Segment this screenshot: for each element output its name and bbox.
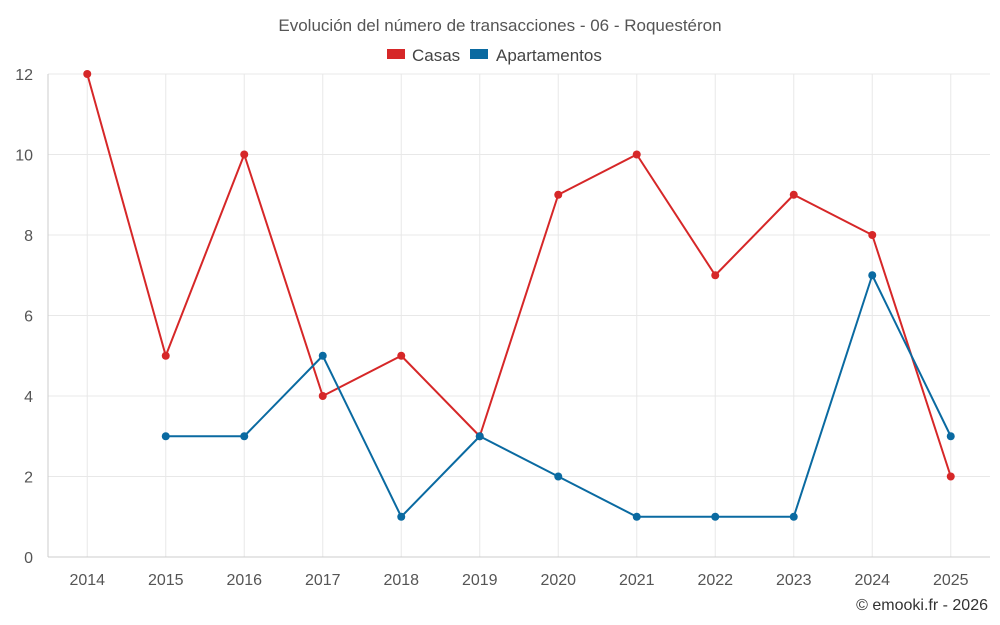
data-point-casas[interactable] (318, 392, 327, 400)
data-point-casas[interactable] (632, 150, 641, 159)
series-apartamentos (161, 271, 955, 521)
y-tick-label: 0 (24, 550, 33, 567)
data-point-apartamentos[interactable] (711, 512, 720, 521)
x-tick-label: 2022 (697, 572, 733, 589)
gridlines (48, 73, 990, 557)
x-tick-label: 2016 (226, 572, 262, 589)
legend-label-casas[interactable]: Casas (412, 46, 460, 65)
x-tick-label: 2020 (540, 572, 576, 589)
y-tick-label: 4 (24, 389, 33, 406)
data-point-casas[interactable] (397, 351, 406, 360)
data-point-apartamentos[interactable] (397, 512, 406, 521)
x-tick-label: 2021 (619, 572, 655, 589)
x-tick-label: 2015 (148, 572, 184, 589)
data-point-casas[interactable] (554, 190, 563, 199)
x-tick-label: 2014 (69, 572, 105, 589)
y-tick-label: 2 (24, 470, 33, 487)
axes: 0 2 4 6 8 10 12 2014 2015 2016 2017 2018 2019 2020 202… (15, 67, 990, 589)
x-tick-label: 2017 (305, 572, 341, 589)
data-point-apartamentos[interactable] (554, 472, 563, 481)
x-tick-label: 2025 (933, 572, 969, 589)
data-point-casas[interactable] (946, 472, 955, 481)
y-tick-label: 6 (24, 309, 33, 326)
data-point-apartamentos[interactable] (946, 432, 955, 441)
data-point-apartamentos[interactable] (318, 351, 327, 360)
legend: Casas Apartamentos (387, 46, 602, 65)
y-tick-label: 8 (24, 228, 33, 245)
legend-label-apartamentos[interactable]: Apartamentos (496, 46, 602, 65)
data-point-apartamentos[interactable] (868, 271, 877, 280)
x-tick-label: 2019 (462, 572, 498, 589)
data-point-apartamentos[interactable] (632, 512, 641, 521)
data-point-casas[interactable] (161, 351, 170, 360)
data-point-apartamentos[interactable] (161, 432, 170, 441)
data-point-apartamentos[interactable] (789, 512, 798, 521)
y-tick-label: 12 (15, 67, 33, 84)
credit-text: © emooki.fr - 2026 (856, 597, 988, 614)
series-casas (83, 70, 955, 481)
x-tick-label: 2023 (776, 572, 812, 589)
data-point-apartamentos[interactable] (475, 432, 484, 441)
x-tick-label: 2024 (854, 572, 890, 589)
y-tick-label: 10 (15, 148, 33, 165)
data-point-casas[interactable] (789, 190, 798, 199)
data-point-apartamentos[interactable] (240, 432, 249, 441)
chart-title: Evolución del número de transacciones - … (278, 16, 721, 35)
series (83, 70, 955, 521)
legend-swatch-apartamentos (470, 49, 488, 59)
data-point-casas[interactable] (240, 150, 249, 159)
data-point-casas[interactable] (83, 70, 92, 78)
x-tick-label: 2018 (383, 572, 419, 589)
data-point-casas[interactable] (711, 271, 720, 280)
legend-swatch-casas (387, 49, 405, 59)
series-line-casas (86, 73, 952, 477)
data-point-casas[interactable] (868, 231, 877, 239)
